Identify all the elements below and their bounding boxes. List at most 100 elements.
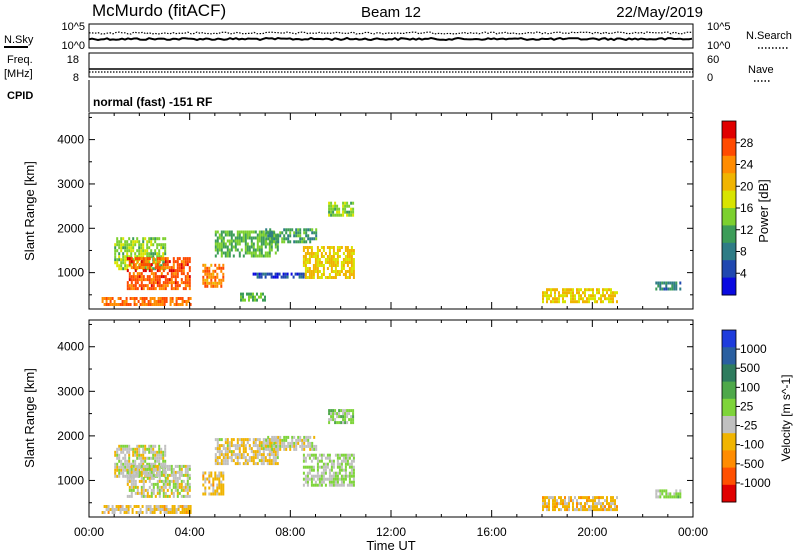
echo-cell [330, 258, 333, 261]
echo-cell [316, 252, 319, 255]
echo-cell [164, 482, 167, 486]
echo-cell [344, 276, 347, 279]
colorbar-segment [722, 155, 736, 174]
echo-cell [248, 245, 251, 249]
echo-cell [204, 263, 207, 267]
echo-cell [130, 473, 133, 477]
echo-cell [598, 288, 600, 292]
echo-cell [156, 470, 159, 474]
echo-cell [105, 505, 108, 508]
echo-cell [568, 288, 570, 292]
echo-cell [136, 260, 139, 264]
echo-cell [295, 234, 298, 238]
echo-cell [134, 447, 137, 451]
echo-cell [128, 479, 131, 483]
echo-cell [136, 470, 139, 474]
echo-cell [572, 505, 574, 509]
echo-cell [226, 447, 229, 451]
echo-cell [262, 450, 265, 454]
echo-cell [265, 240, 268, 244]
echo-cell [212, 269, 215, 273]
echo-cell [214, 474, 217, 478]
echo-cell [348, 204, 351, 208]
echo-cell [212, 486, 215, 490]
echo-cell [606, 499, 608, 503]
echo-cell [612, 291, 614, 295]
echo-cell [140, 252, 143, 256]
echo-cell [134, 459, 137, 463]
echo-cell [252, 459, 255, 463]
echo-cell [164, 284, 167, 288]
echo-cell [126, 462, 129, 466]
echo-cell [202, 278, 205, 282]
echo-cell [657, 284, 660, 288]
echo-cell [350, 270, 353, 273]
echo-cell [178, 470, 181, 474]
echo-cell [352, 267, 355, 270]
echo-cell [136, 266, 139, 270]
echo-cell [176, 257, 179, 261]
echo-cell [254, 450, 257, 454]
echo-cell [306, 465, 309, 469]
echo-cell [189, 511, 192, 514]
echo-cell [218, 447, 221, 451]
echo-cell [144, 263, 147, 267]
echo-cell [304, 273, 307, 276]
echo-cell [186, 491, 189, 495]
echo-cell [276, 441, 279, 445]
echo-cell [140, 246, 143, 250]
echo-cell [148, 494, 151, 498]
echo-cell [284, 272, 287, 276]
echo-cell [142, 453, 145, 457]
echo-cell [342, 258, 345, 261]
echo-cell [236, 242, 239, 246]
echo-cell [246, 251, 249, 255]
echo-cell [148, 269, 151, 273]
echo-cell [185, 300, 188, 303]
echo-cell [150, 249, 153, 253]
echo-cell [322, 474, 325, 478]
echo-cell [178, 473, 181, 477]
echo-cell [222, 462, 225, 466]
echo-cell [145, 505, 148, 508]
echo-cell [254, 456, 257, 460]
echo-cell [142, 485, 145, 489]
echo-cell [572, 297, 574, 301]
echo-cell [114, 249, 117, 253]
echo-cell [558, 297, 560, 301]
echo-cell [604, 508, 606, 512]
echo-cell [584, 502, 586, 506]
echo-cell [295, 240, 298, 244]
echo-cell [177, 508, 180, 511]
echo-cell [301, 447, 304, 451]
echo-cell [328, 264, 331, 267]
echo-cell [291, 438, 294, 442]
echo-cell [128, 485, 131, 489]
echo-cell [164, 491, 167, 495]
echo-cell [311, 444, 314, 448]
echo-cell [156, 266, 159, 270]
echo-cell [590, 499, 592, 503]
echo-cell [268, 248, 271, 252]
echo-cell [590, 508, 592, 512]
echo-cell [301, 237, 304, 241]
echo-cell [176, 470, 179, 474]
echo-cell [122, 252, 125, 256]
echo-cell [570, 291, 572, 295]
echo-cell [222, 477, 225, 481]
echo-cell [130, 488, 133, 492]
echo-cell [256, 245, 259, 249]
echo-cell [344, 270, 347, 273]
echo-cell [166, 263, 169, 267]
echo-cell [220, 278, 223, 282]
echo-cell [338, 270, 341, 273]
echo-cell [148, 257, 151, 261]
echo-cell [588, 496, 590, 500]
echo-cell [338, 465, 341, 469]
echo-cell [348, 276, 351, 279]
echo-cell [594, 502, 596, 506]
echo-cell [302, 453, 305, 457]
echo-cell [582, 508, 584, 512]
echo-cell [328, 480, 331, 484]
echo-cell [140, 473, 143, 477]
